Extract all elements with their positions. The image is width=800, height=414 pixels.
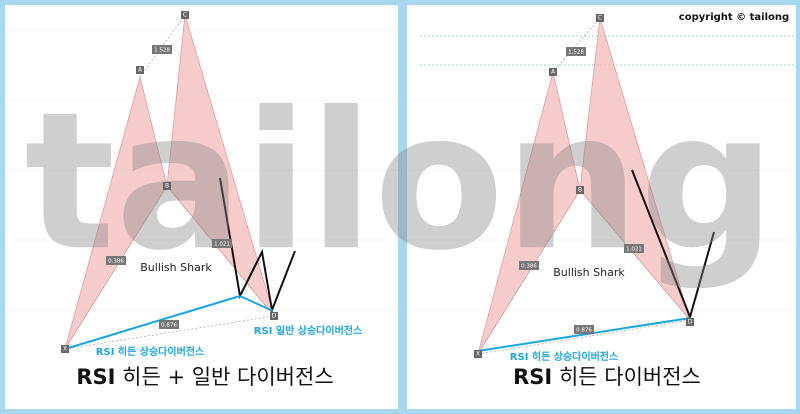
rsi-hidden-label: RSI 히든 상승다이버전스 <box>510 350 618 363</box>
point-label: D <box>688 319 693 326</box>
point-label: A <box>551 69 556 76</box>
ratio-label: 0.876 <box>161 323 177 329</box>
point-label: D <box>272 313 277 320</box>
ratio-label: 1.528 <box>568 50 584 56</box>
point-label: X <box>63 346 67 353</box>
caption: RSI 히든 다이버전스 <box>513 365 701 389</box>
ratio-label: 1.528 <box>154 48 170 54</box>
ratio-label: 1.021 <box>214 242 230 248</box>
point-label: C <box>598 15 602 22</box>
right-pattern <box>477 17 715 355</box>
point-label: B <box>578 187 582 194</box>
point-label: A <box>138 67 143 74</box>
right-labels: copyright © tailong X A B C D 1.528 0.38… <box>474 12 789 389</box>
left-labels: X A B C D 1.528 0.386 1.021 0.876 Bullis… <box>61 11 362 389</box>
ratio-label: 0.386 <box>521 264 537 270</box>
rsi-hidden-label: RSI 히든 상승다이버전스 <box>96 345 204 358</box>
pattern-name: Bullish Shark <box>553 266 625 279</box>
pattern-name: Bullish Shark <box>140 261 212 274</box>
ratio-label: 0.386 <box>108 259 124 265</box>
point-label: C <box>183 12 187 19</box>
left-pattern <box>64 14 296 350</box>
copyright: copyright © tailong <box>679 12 789 23</box>
watermark: tailong <box>24 71 775 292</box>
point-label: B <box>165 183 169 190</box>
ratio-label: 0.876 <box>576 328 592 334</box>
rsi-regular-label: RSI 일반 상승다이버전스 <box>254 324 362 337</box>
caption: RSI 히든 + 일반 다이버전스 <box>76 365 333 389</box>
ratio-label: 1.021 <box>626 247 642 253</box>
point-label: X <box>476 351 480 358</box>
